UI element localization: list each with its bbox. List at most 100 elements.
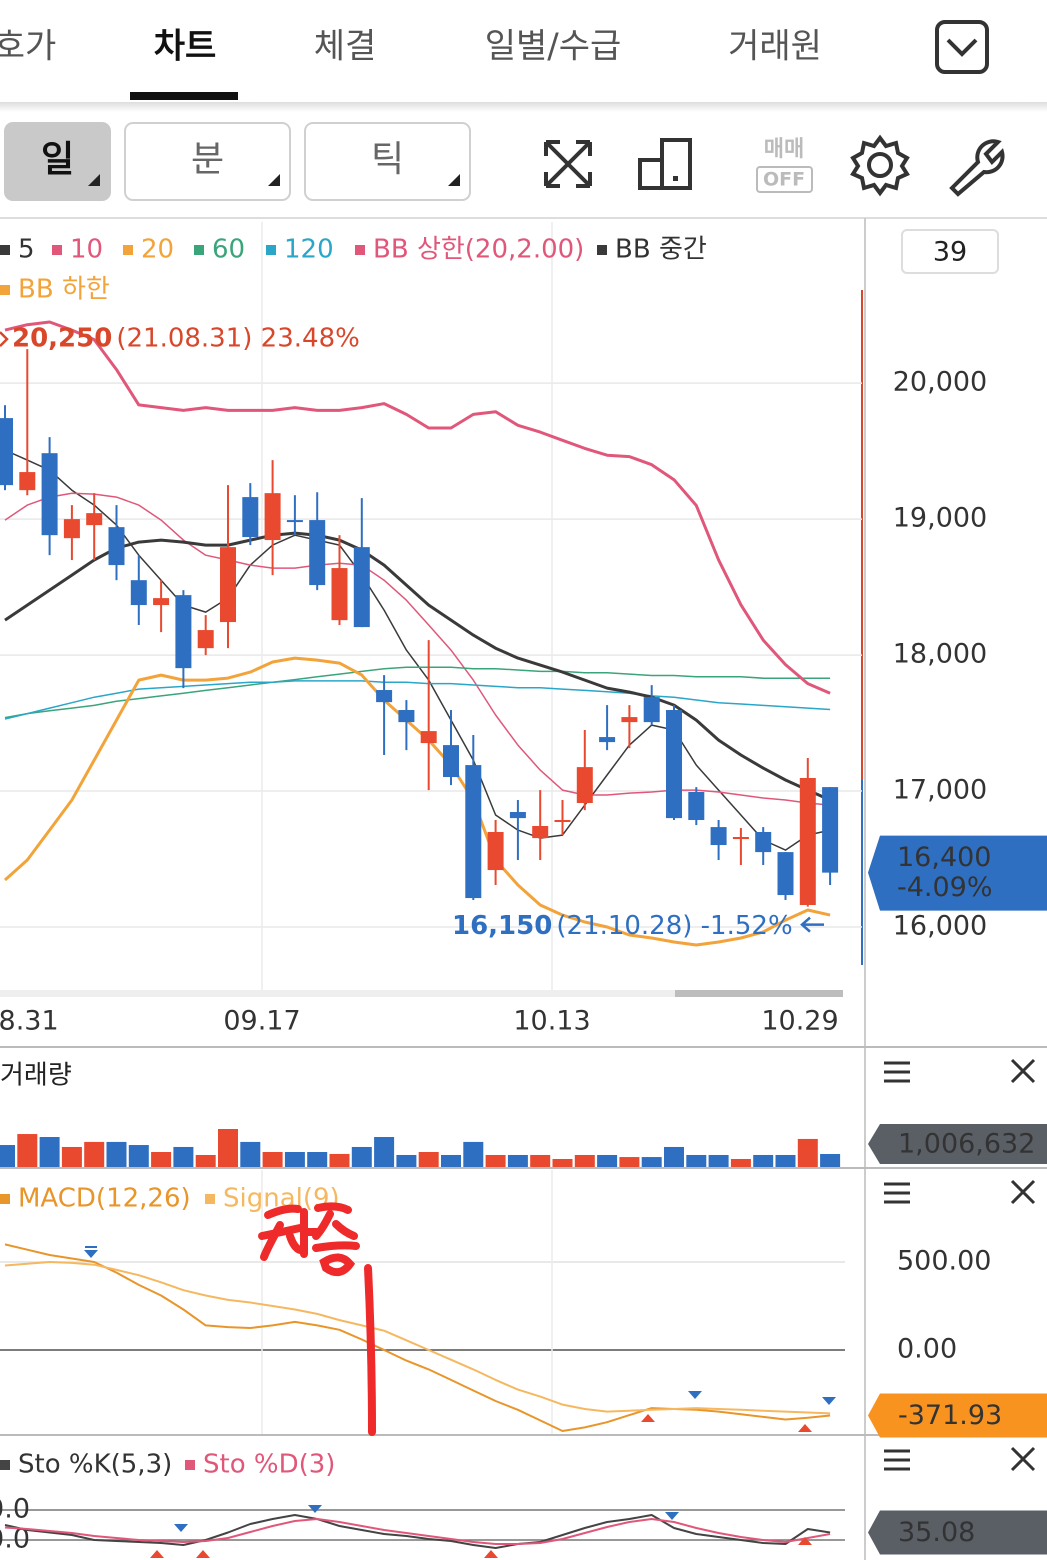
volume-bar bbox=[0, 1145, 15, 1167]
volume-bar bbox=[418, 1152, 439, 1167]
expand-icon[interactable] bbox=[544, 140, 592, 188]
candle-body bbox=[732, 837, 749, 840]
scribble bbox=[258, 1204, 322, 1261]
candle-body bbox=[532, 825, 549, 839]
tab[interactable]: 거래원 bbox=[728, 27, 822, 67]
period-label: 일 bbox=[41, 139, 74, 180]
candle-body bbox=[130, 580, 147, 606]
legend-swatch bbox=[0, 1194, 10, 1204]
candle-body bbox=[710, 827, 727, 846]
indicator-line bbox=[4, 666, 831, 719]
volume-bar bbox=[106, 1141, 127, 1167]
legend-label: Sto %K(5,3) bbox=[18, 1450, 172, 1480]
candle-body bbox=[554, 820, 571, 823]
volume-menu[interactable] bbox=[884, 1058, 1036, 1084]
indicator-line bbox=[4, 1518, 831, 1545]
indicator-line bbox=[4, 449, 831, 851]
sto-menu[interactable] bbox=[884, 1446, 1036, 1472]
expand-glyph bbox=[544, 140, 592, 188]
layout-icon[interactable] bbox=[638, 138, 692, 190]
volume-bar bbox=[753, 1154, 774, 1167]
candle-body bbox=[666, 710, 682, 819]
candle-body bbox=[643, 697, 660, 723]
trade-toggle[interactable]: 매매 OFF bbox=[756, 137, 813, 193]
tab[interactable]: 일별/수급 bbox=[485, 27, 622, 67]
legend-swatch bbox=[205, 1194, 215, 1204]
panel-icons bbox=[884, 1058, 1036, 1472]
dropdown-button[interactable] bbox=[935, 20, 989, 74]
legend-swatch bbox=[597, 245, 607, 255]
period-label: 틱 bbox=[371, 139, 404, 180]
last-value-label: 1,006,632 bbox=[898, 1129, 1035, 1160]
scroll-track bbox=[0, 990, 843, 997]
candle-body bbox=[777, 852, 794, 896]
tab-shadow bbox=[0, 102, 1047, 112]
volume-bar bbox=[686, 1154, 707, 1167]
legend-swatch bbox=[194, 245, 204, 255]
volume-bar bbox=[775, 1154, 796, 1167]
period-button[interactable] bbox=[124, 122, 291, 201]
current-price: 16,400 bbox=[897, 842, 991, 873]
legend-label: BB 상한(20,2.00) bbox=[373, 235, 584, 265]
scroll-thumb[interactable] bbox=[675, 990, 843, 997]
value-tag bbox=[868, 1510, 1047, 1555]
candle-body bbox=[309, 520, 326, 586]
candle-body bbox=[108, 527, 125, 566]
settings-icon[interactable] bbox=[850, 134, 910, 197]
period-corner bbox=[268, 174, 280, 186]
period-label: 분 bbox=[191, 139, 224, 180]
legend-swatch bbox=[52, 245, 62, 255]
gear-hub bbox=[867, 152, 893, 178]
volume-bar bbox=[240, 1141, 261, 1167]
period-corner bbox=[88, 174, 100, 186]
tab[interactable]: 체결 bbox=[314, 27, 377, 67]
high-note-detail: (21.08.31) 23.48% bbox=[116, 324, 359, 354]
low-note-arrow bbox=[800, 916, 824, 933]
x-tick-label: 09.17 bbox=[223, 1006, 300, 1037]
volume-bar bbox=[396, 1154, 417, 1167]
candle-body bbox=[621, 717, 638, 723]
indicator-line bbox=[4, 680, 831, 720]
current-change: -4.09% bbox=[897, 872, 993, 903]
period-button[interactable] bbox=[304, 122, 471, 201]
volume-bar bbox=[820, 1153, 841, 1167]
candle-body bbox=[755, 831, 772, 853]
panel-title: 거래량 bbox=[0, 1061, 72, 1091]
tools-icon[interactable] bbox=[949, 139, 1005, 197]
price-panel: 20,000 19,000 18,000 17,000 16,000 08.31 09.17… bbox=[0, 222, 1047, 1037]
candle-body bbox=[63, 519, 80, 539]
indicator-line bbox=[4, 320, 831, 695]
indicator-line bbox=[4, 1261, 831, 1415]
y-tick-label: 20,000 bbox=[893, 367, 987, 398]
candle-body bbox=[398, 710, 415, 723]
period-button[interactable] bbox=[4, 122, 111, 201]
volume-bar bbox=[351, 1146, 372, 1167]
legend-label: BB 중간 bbox=[615, 235, 707, 265]
y-tick-label: 17,000 bbox=[893, 775, 987, 806]
volume-bar bbox=[173, 1146, 194, 1167]
volume-bar bbox=[329, 1153, 350, 1167]
candle-body bbox=[353, 547, 370, 628]
volume-bar bbox=[597, 1154, 618, 1167]
tab[interactable]: 호가 bbox=[0, 27, 56, 67]
count-box[interactable] bbox=[901, 229, 999, 274]
period-corner bbox=[448, 174, 460, 186]
macd-menu[interactable] bbox=[884, 1179, 1036, 1205]
y-tick-label: 19,000 bbox=[893, 503, 987, 534]
last-value-label: 35.08 bbox=[898, 1517, 975, 1548]
volume-bar bbox=[441, 1154, 461, 1167]
candle-body bbox=[799, 778, 816, 905]
indicator-line bbox=[4, 492, 831, 806]
low-note-price: 16,150 bbox=[452, 911, 552, 941]
candle-body bbox=[688, 792, 705, 821]
tab[interactable]: 차트 bbox=[154, 27, 217, 67]
y-tick-label: 80.0 bbox=[0, 1494, 30, 1525]
dropdown-frame[interactable] bbox=[935, 20, 989, 74]
layout-glyph bbox=[638, 138, 692, 190]
legend-swatch bbox=[0, 285, 10, 295]
candle-body bbox=[286, 520, 303, 523]
candle-body bbox=[576, 767, 593, 804]
